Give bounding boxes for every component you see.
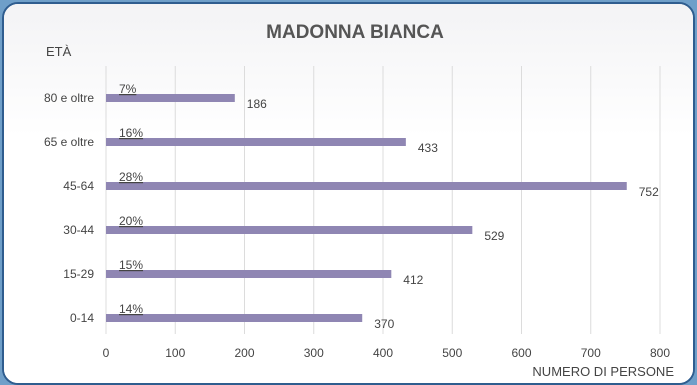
x-tick-label-0: 0 — [103, 346, 110, 360]
category-label-3: 30-44 — [63, 223, 94, 237]
x-tick-label-600: 600 — [511, 346, 531, 360]
y-axis-label: ETÀ — [46, 44, 72, 59]
category-label-5: 0-14 — [70, 311, 94, 325]
value-label-5: 370 — [374, 317, 394, 331]
percent-label-4: 15% — [119, 258, 143, 272]
x-tick-label-800: 800 — [650, 346, 670, 360]
gridlines — [105, 66, 661, 334]
bar-chart: 0 100 200 300 400 500 600 700 800 80 e oltre 186 7%… — [44, 22, 674, 379]
bars — [106, 94, 627, 322]
value-label-3: 529 — [484, 229, 504, 243]
percent-label-5: 14% — [119, 302, 143, 316]
chart-title: MADONNA BIANCA — [266, 22, 444, 43]
category-label-4: 15-29 — [63, 267, 94, 281]
percent-label-0: 7% — [119, 82, 137, 96]
value-label-2: 752 — [639, 185, 659, 199]
x-tick-label-400: 400 — [373, 346, 393, 360]
percent-label-2: 28% — [119, 170, 143, 184]
x-tick-label-200: 200 — [234, 346, 254, 360]
x-tick-label-300: 300 — [304, 346, 324, 360]
category-label-0: 80 e oltre — [44, 91, 94, 105]
value-label-0: 186 — [247, 97, 267, 111]
bar-1 — [106, 138, 406, 146]
bar-4 — [106, 270, 392, 278]
value-label-4: 412 — [403, 273, 423, 287]
labels: 0 100 200 300 400 500 600 700 800 80 e oltre 186 7%… — [44, 82, 670, 360]
percent-label-1: 16% — [119, 126, 143, 140]
category-label-2: 45-64 — [63, 179, 94, 193]
bar-2 — [106, 182, 627, 190]
category-label-1: 65 e oltre — [44, 135, 94, 149]
percent-label-3: 20% — [119, 214, 143, 228]
value-label-1: 433 — [418, 141, 438, 155]
x-tick-label-100: 100 — [165, 346, 185, 360]
x-tick-label-700: 700 — [581, 346, 601, 360]
bar-3 — [106, 226, 473, 234]
bar-0 — [106, 94, 235, 102]
bar-5 — [106, 314, 363, 322]
x-tick-label-500: 500 — [442, 346, 462, 360]
x-axis-label: NUMERO DI PERSONE — [532, 364, 674, 379]
